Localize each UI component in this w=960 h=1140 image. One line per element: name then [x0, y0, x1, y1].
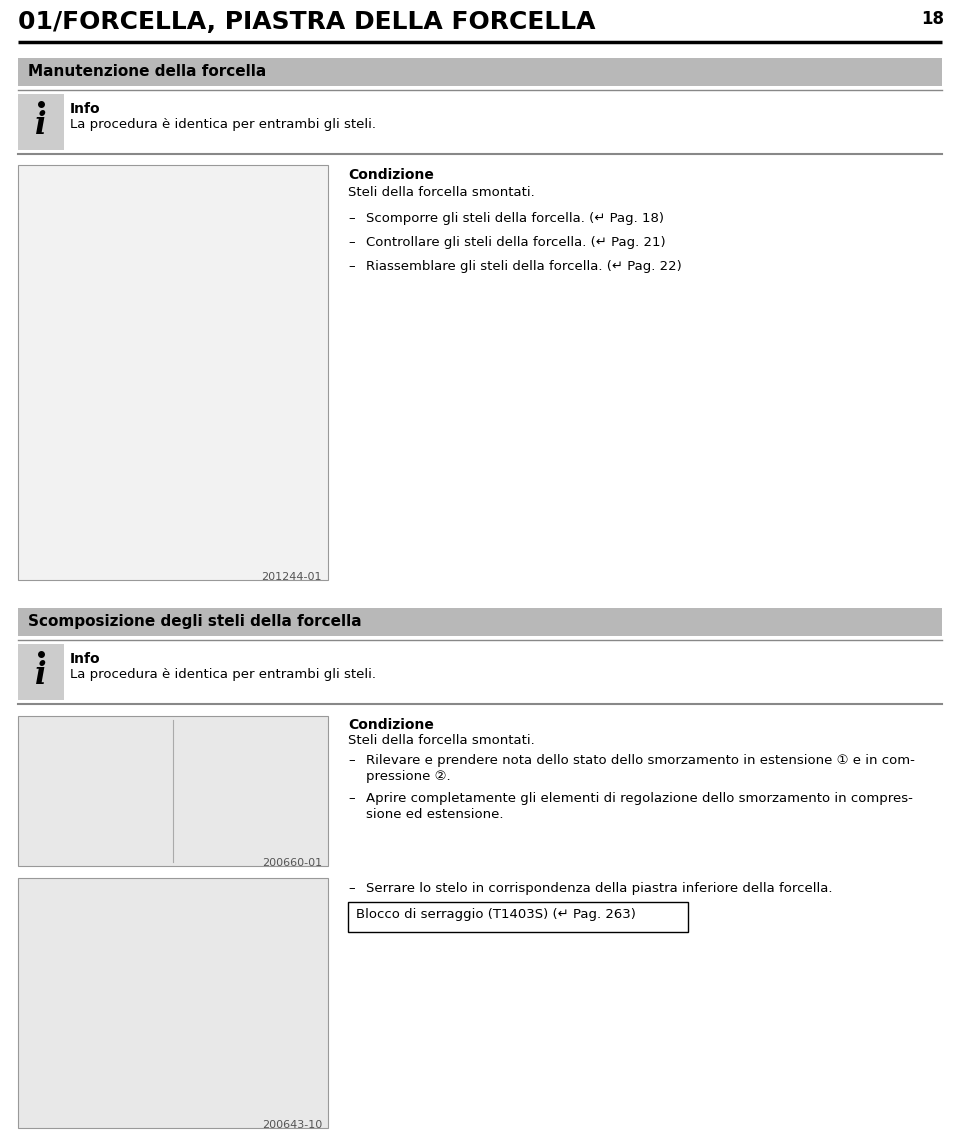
Text: i: i [36, 660, 47, 691]
Text: 18: 18 [921, 10, 944, 28]
Text: 01/FORCELLA, PIASTRA DELLA FORCELLA: 01/FORCELLA, PIASTRA DELLA FORCELLA [18, 10, 595, 34]
Text: –: – [348, 236, 354, 249]
Text: Rilevare e prendere nota dello stato dello smorzamento in estensione ① e in com-: Rilevare e prendere nota dello stato del… [366, 754, 915, 767]
Bar [18, 608, 942, 636]
Bar [18, 716, 328, 866]
Text: Controllare gli steli della forcella. (↵ Pag. 21): Controllare gli steli della forcella. (↵… [366, 236, 665, 249]
Bar [18, 644, 64, 700]
Text: –: – [348, 212, 354, 225]
Text: i: i [36, 109, 47, 141]
Text: Scomposizione degli steli della forcella: Scomposizione degli steli della forcella [28, 614, 362, 629]
Text: Blocco di serraggio (T1403S) (↵ Pag. 263): Blocco di serraggio (T1403S) (↵ Pag. 263… [356, 907, 636, 921]
Text: Steli della forcella smontati.: Steli della forcella smontati. [348, 734, 535, 747]
Text: 201244-01: 201244-01 [261, 572, 322, 583]
Bar [18, 165, 328, 580]
Bar [18, 58, 942, 86]
Bar [348, 902, 688, 933]
Text: sione ed estensione.: sione ed estensione. [366, 808, 503, 821]
Text: Scomporre gli steli della forcella. (↵ Pag. 18): Scomporre gli steli della forcella. (↵ P… [366, 212, 664, 225]
Text: Riassemblare gli steli della forcella. (↵ Pag. 22): Riassemblare gli steli della forcella. (… [366, 260, 682, 272]
Text: –: – [348, 792, 354, 805]
Bar [18, 878, 328, 1127]
Text: La procedura è identica per entrambi gli steli.: La procedura è identica per entrambi gli… [70, 668, 376, 681]
Text: Aprire completamente gli elementi di regolazione dello smorzamento in compres-: Aprire completamente gli elementi di reg… [366, 792, 913, 805]
Text: 200643-10: 200643-10 [262, 1119, 322, 1130]
Text: –: – [348, 754, 354, 767]
Text: Info: Info [70, 101, 101, 116]
Text: La procedura è identica per entrambi gli steli.: La procedura è identica per entrambi gli… [70, 119, 376, 131]
Text: Manutenzione della forcella: Manutenzione della forcella [28, 64, 266, 79]
Text: 200660-01: 200660-01 [262, 858, 322, 868]
Text: Condizione: Condizione [348, 168, 434, 182]
Bar [18, 93, 64, 150]
Text: –: – [348, 882, 354, 895]
Text: Info: Info [70, 652, 101, 666]
Text: Serrare lo stelo in corrispondenza della piastra inferiore della forcella.: Serrare lo stelo in corrispondenza della… [366, 882, 832, 895]
Text: –: – [348, 260, 354, 272]
Text: pressione ②.: pressione ②. [366, 770, 450, 783]
Text: Condizione: Condizione [348, 718, 434, 732]
Text: Steli della forcella smontati.: Steli della forcella smontati. [348, 186, 535, 199]
